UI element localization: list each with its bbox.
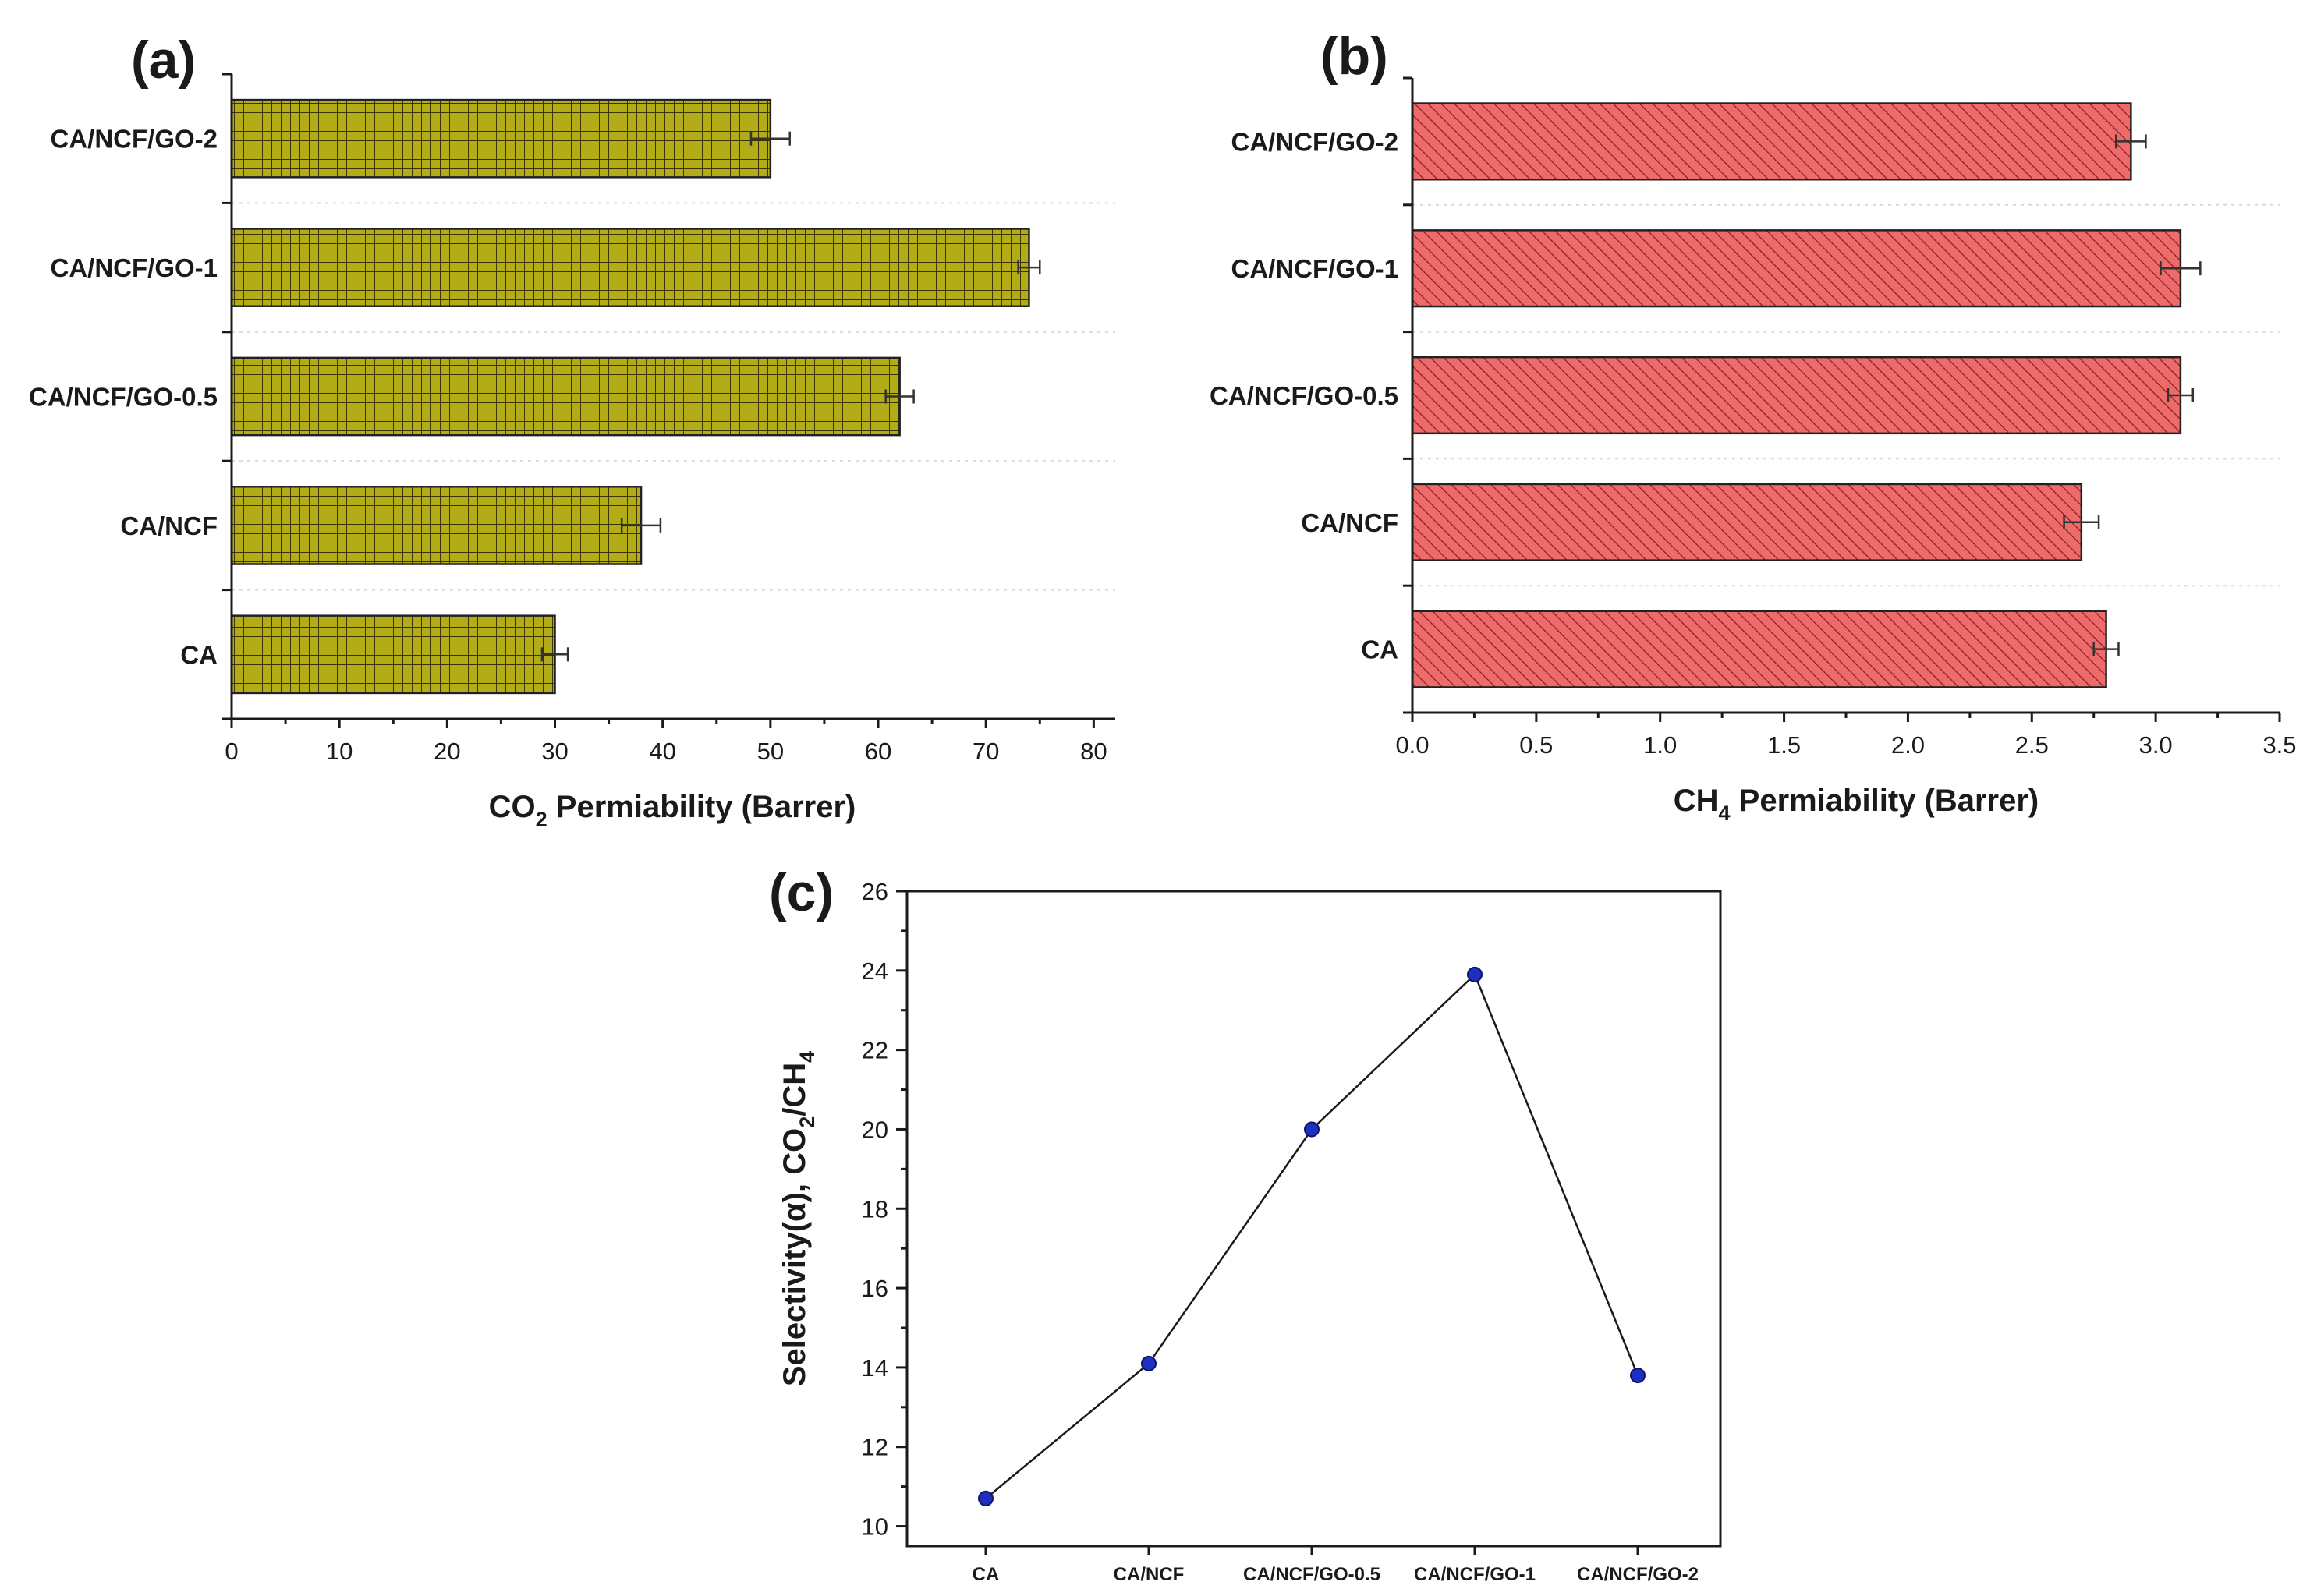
- c-y-tick-label: 16: [862, 1275, 888, 1302]
- panel-b-x-axis: 0.0 0.5 1.0 1.5 2.0 2.5 3.0 3.5: [1395, 711, 2297, 759]
- panel-b-label: (b): [1320, 27, 1388, 86]
- c-x-category-label-ca-ncf-go-0-5: CA/NCF/GO-0.5: [1243, 1564, 1380, 1585]
- panel-c-label: (c): [769, 863, 834, 922]
- c-y-tick-label: 22: [862, 1037, 888, 1064]
- a-x-tick-label: 40: [649, 738, 675, 765]
- c-point-ca-ncf-go-2: [1630, 1368, 1646, 1384]
- b-bar-ca-ncf-go-0-5: [1411, 356, 2182, 435]
- b-bar-ca-ncf: [1411, 483, 2083, 561]
- b-errorbar-ca-ncf-go-0-5: [2167, 388, 2195, 402]
- b-x-tick-label: 2.0: [1891, 731, 1925, 759]
- panel-b-x-title: CH4 Permiability (Barrer): [1674, 784, 2039, 825]
- b-category-label-ca: CA: [1361, 635, 1398, 664]
- a-category-label-ca-ncf-go-0-5: CA/NCF/GO-0.5: [29, 383, 218, 412]
- b-bar-ca-ncf-go-1: [1411, 229, 2182, 308]
- panel-a-errorbars: [540, 131, 1041, 662]
- a-x-tick-label: 70: [973, 738, 999, 765]
- b-x-tick-label: 1.0: [1643, 731, 1677, 759]
- c-x-category-label-ca-ncf: CA/NCF: [1114, 1564, 1185, 1585]
- b-errorbar-ca-ncf-go-2: [2115, 134, 2147, 149]
- panel-a-bars: [230, 98, 1030, 695]
- b-x-tick-label: 0.0: [1395, 731, 1429, 759]
- c-y-tick-label: 10: [862, 1513, 888, 1541]
- c-point-ca-ncf-go-1: [1467, 966, 1483, 982]
- panel-c: (c) 10 12 14 16 18 20 22 24 26 CA CA/NCF CA/NCF/GO…: [769, 863, 1722, 1585]
- panel-a-x-axis: 0 10 20 30 40 50 60 70 80: [225, 717, 1115, 765]
- c-y-tick-label: 12: [862, 1434, 888, 1461]
- panel-b-errorbars: [2063, 134, 2202, 656]
- b-errorbar-ca: [2092, 642, 2120, 656]
- panel-c-series: [978, 966, 1646, 1506]
- b-category-label-ca-ncf: CA/NCF: [1301, 508, 1398, 537]
- a-bar-ca-ncf-go-0-5: [230, 356, 901, 437]
- panel-a-y-axis: CA CA/NCF CA/NCF/GO-0.5 CA/NCF/GO-1 CA/NCF/G…: [29, 73, 233, 720]
- b-x-tick-label: 2.5: [2015, 731, 2049, 759]
- c-point-ca: [978, 1490, 994, 1506]
- a-x-tick-label: 20: [434, 738, 460, 765]
- a-category-label-ca-ncf-go-1: CA/NCF/GO-1: [51, 253, 218, 282]
- a-bar-ca-ncf-go-1: [230, 228, 1030, 307]
- a-x-tick-label: 60: [865, 738, 891, 765]
- panel-a: (a) CA CA/NCF CA/NCF/GO-0.5 CA/NCF/GO-1 CA/N…: [29, 30, 1115, 831]
- panel-c-x-axis: CA CA/NCF CA/NCF/GO-0.5 CA/NCF/GO-1 CA/NCF/G…: [973, 1546, 1699, 1585]
- b-bar-ca: [1411, 610, 2107, 688]
- panel-b-bars: [1411, 102, 2182, 688]
- c-point-ca-ncf-go-0-5: [1304, 1121, 1320, 1138]
- b-errorbar-ca-ncf-go-1: [2160, 261, 2202, 276]
- b-x-tick-label: 3.0: [2139, 731, 2173, 759]
- a-bar-ca-ncf-go-2: [230, 98, 772, 179]
- panel-a-x-title: CO2 Permiability (Barrer): [489, 790, 856, 831]
- a-x-tick-label: 30: [541, 738, 568, 765]
- c-y-tick-label: 24: [862, 957, 888, 985]
- a-x-tick-label: 0: [225, 738, 238, 765]
- panel-a-label: (a): [131, 30, 196, 90]
- a-category-label-ca: CA: [180, 640, 218, 669]
- b-x-tick-label: 3.5: [2262, 731, 2296, 759]
- a-category-label-ca-ncf-go-2: CA/NCF/GO-2: [51, 125, 218, 154]
- c-y-tick-label: 18: [862, 1195, 888, 1223]
- a-x-tick-label: 10: [326, 738, 353, 765]
- c-series-line: [985, 972, 1639, 1499]
- a-errorbar-ca-ncf: [620, 518, 662, 533]
- c-x-category-label-ca-ncf-go-1: CA/NCF/GO-1: [1414, 1564, 1536, 1585]
- a-errorbar-ca-ncf-go-0-5: [884, 389, 915, 404]
- panel-c-y-axis: 10 12 14 16 18 20 22 24 26: [862, 878, 907, 1541]
- a-category-label-ca-ncf: CA/NCF: [120, 511, 218, 540]
- b-category-label-ca-ncf-go-0-5: CA/NCF/GO-0.5: [1210, 381, 1398, 410]
- c-point-ca-ncf: [1141, 1355, 1157, 1371]
- b-x-tick-label: 0.5: [1519, 731, 1553, 759]
- c-x-category-label-ca-ncf-go-2: CA/NCF/GO-2: [1577, 1564, 1699, 1585]
- panel-b-y-axis: CA CA/NCF CA/NCF/GO-0.5 CA/NCF/GO-1 CA/NCF/G…: [1210, 76, 1414, 714]
- b-x-tick-label: 1.5: [1767, 731, 1801, 759]
- c-y-tick-label: 20: [862, 1116, 888, 1143]
- a-bar-ca-ncf: [230, 486, 643, 565]
- panel-c-y-title: Selectivity(α), CO2/CH4: [778, 1051, 819, 1386]
- b-category-label-ca-ncf-go-1: CA/NCF/GO-1: [1231, 254, 1399, 283]
- b-errorbar-ca-ncf: [2063, 515, 2100, 529]
- a-errorbar-ca: [540, 647, 569, 662]
- c-y-tick-label: 26: [862, 878, 888, 905]
- a-x-tick-label: 50: [757, 738, 784, 765]
- a-errorbar-ca-ncf-go-2: [749, 131, 791, 146]
- c-x-category-label-ca: CA: [973, 1564, 1000, 1585]
- b-bar-ca-ncf-go-2: [1411, 102, 2132, 181]
- panel-b: (b) CA CA/NCF CA/NCF/GO-0.5 CA/NCF/GO-1 CA/N…: [1210, 27, 2297, 825]
- a-errorbar-ca-ncf-go-1: [1017, 260, 1041, 275]
- a-bar-ca: [230, 614, 556, 695]
- b-category-label-ca-ncf-go-2: CA/NCF/GO-2: [1231, 127, 1399, 156]
- a-x-tick-label: 80: [1080, 738, 1107, 765]
- panel-c-frame: [905, 890, 1722, 1548]
- c-y-tick-label: 14: [862, 1354, 888, 1382]
